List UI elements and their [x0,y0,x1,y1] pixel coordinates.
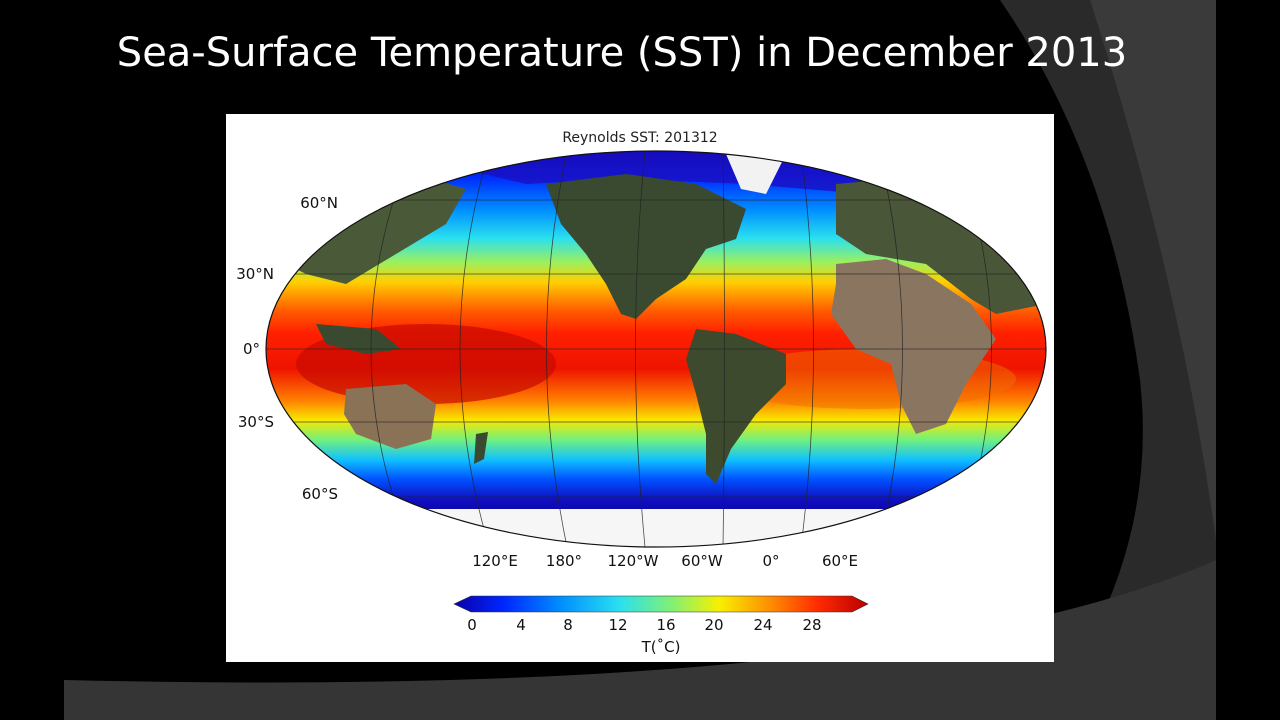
sst-map-figure: Reynolds SST: 201312 60°N 30°N 0° 30°S 6… [226,114,1054,662]
lon-label-0: 0° [762,552,780,570]
colorbar-label: T(˚C) [641,638,681,656]
map-title: Reynolds SST: 201312 [562,130,718,146]
lat-label-60n: 60°N [300,194,338,212]
colorbar-tick-20: 20 [704,616,724,634]
lon-label-60w: 60°W [681,552,723,570]
lon-label-120e: 120°E [472,552,518,570]
antarctica [266,509,1046,547]
colorbar-tick-24: 24 [753,616,773,634]
colorbar-tick-0: 0 [467,616,477,634]
lat-label-0: 0° [242,340,260,358]
lat-label-60s: 60°S [301,485,338,503]
africa [831,259,996,434]
slide-title: Sea-Surface Temperature (SST) in Decembe… [116,30,1128,76]
lon-label-60e: 60°E [821,552,859,570]
colorbar [453,595,869,613]
colorbar-tick-8: 8 [563,616,573,634]
lat-label-30s: 30°S [237,413,274,431]
lon-label-120w: 120°W [607,552,659,570]
north-america [546,174,746,319]
colorbar-tick-12: 12 [608,616,628,634]
maritime-continent [316,324,401,354]
australia [344,384,436,449]
lat-label-30n: 30°N [236,265,274,283]
south-america [686,329,786,484]
colorbar-tick-16: 16 [656,616,676,634]
lon-label-180: 180° [545,552,583,570]
sst-map [265,150,1047,613]
colorbar-tick-28: 28 [802,616,822,634]
colorbar-tick-4: 4 [516,616,526,634]
map-boundary [265,150,1047,548]
